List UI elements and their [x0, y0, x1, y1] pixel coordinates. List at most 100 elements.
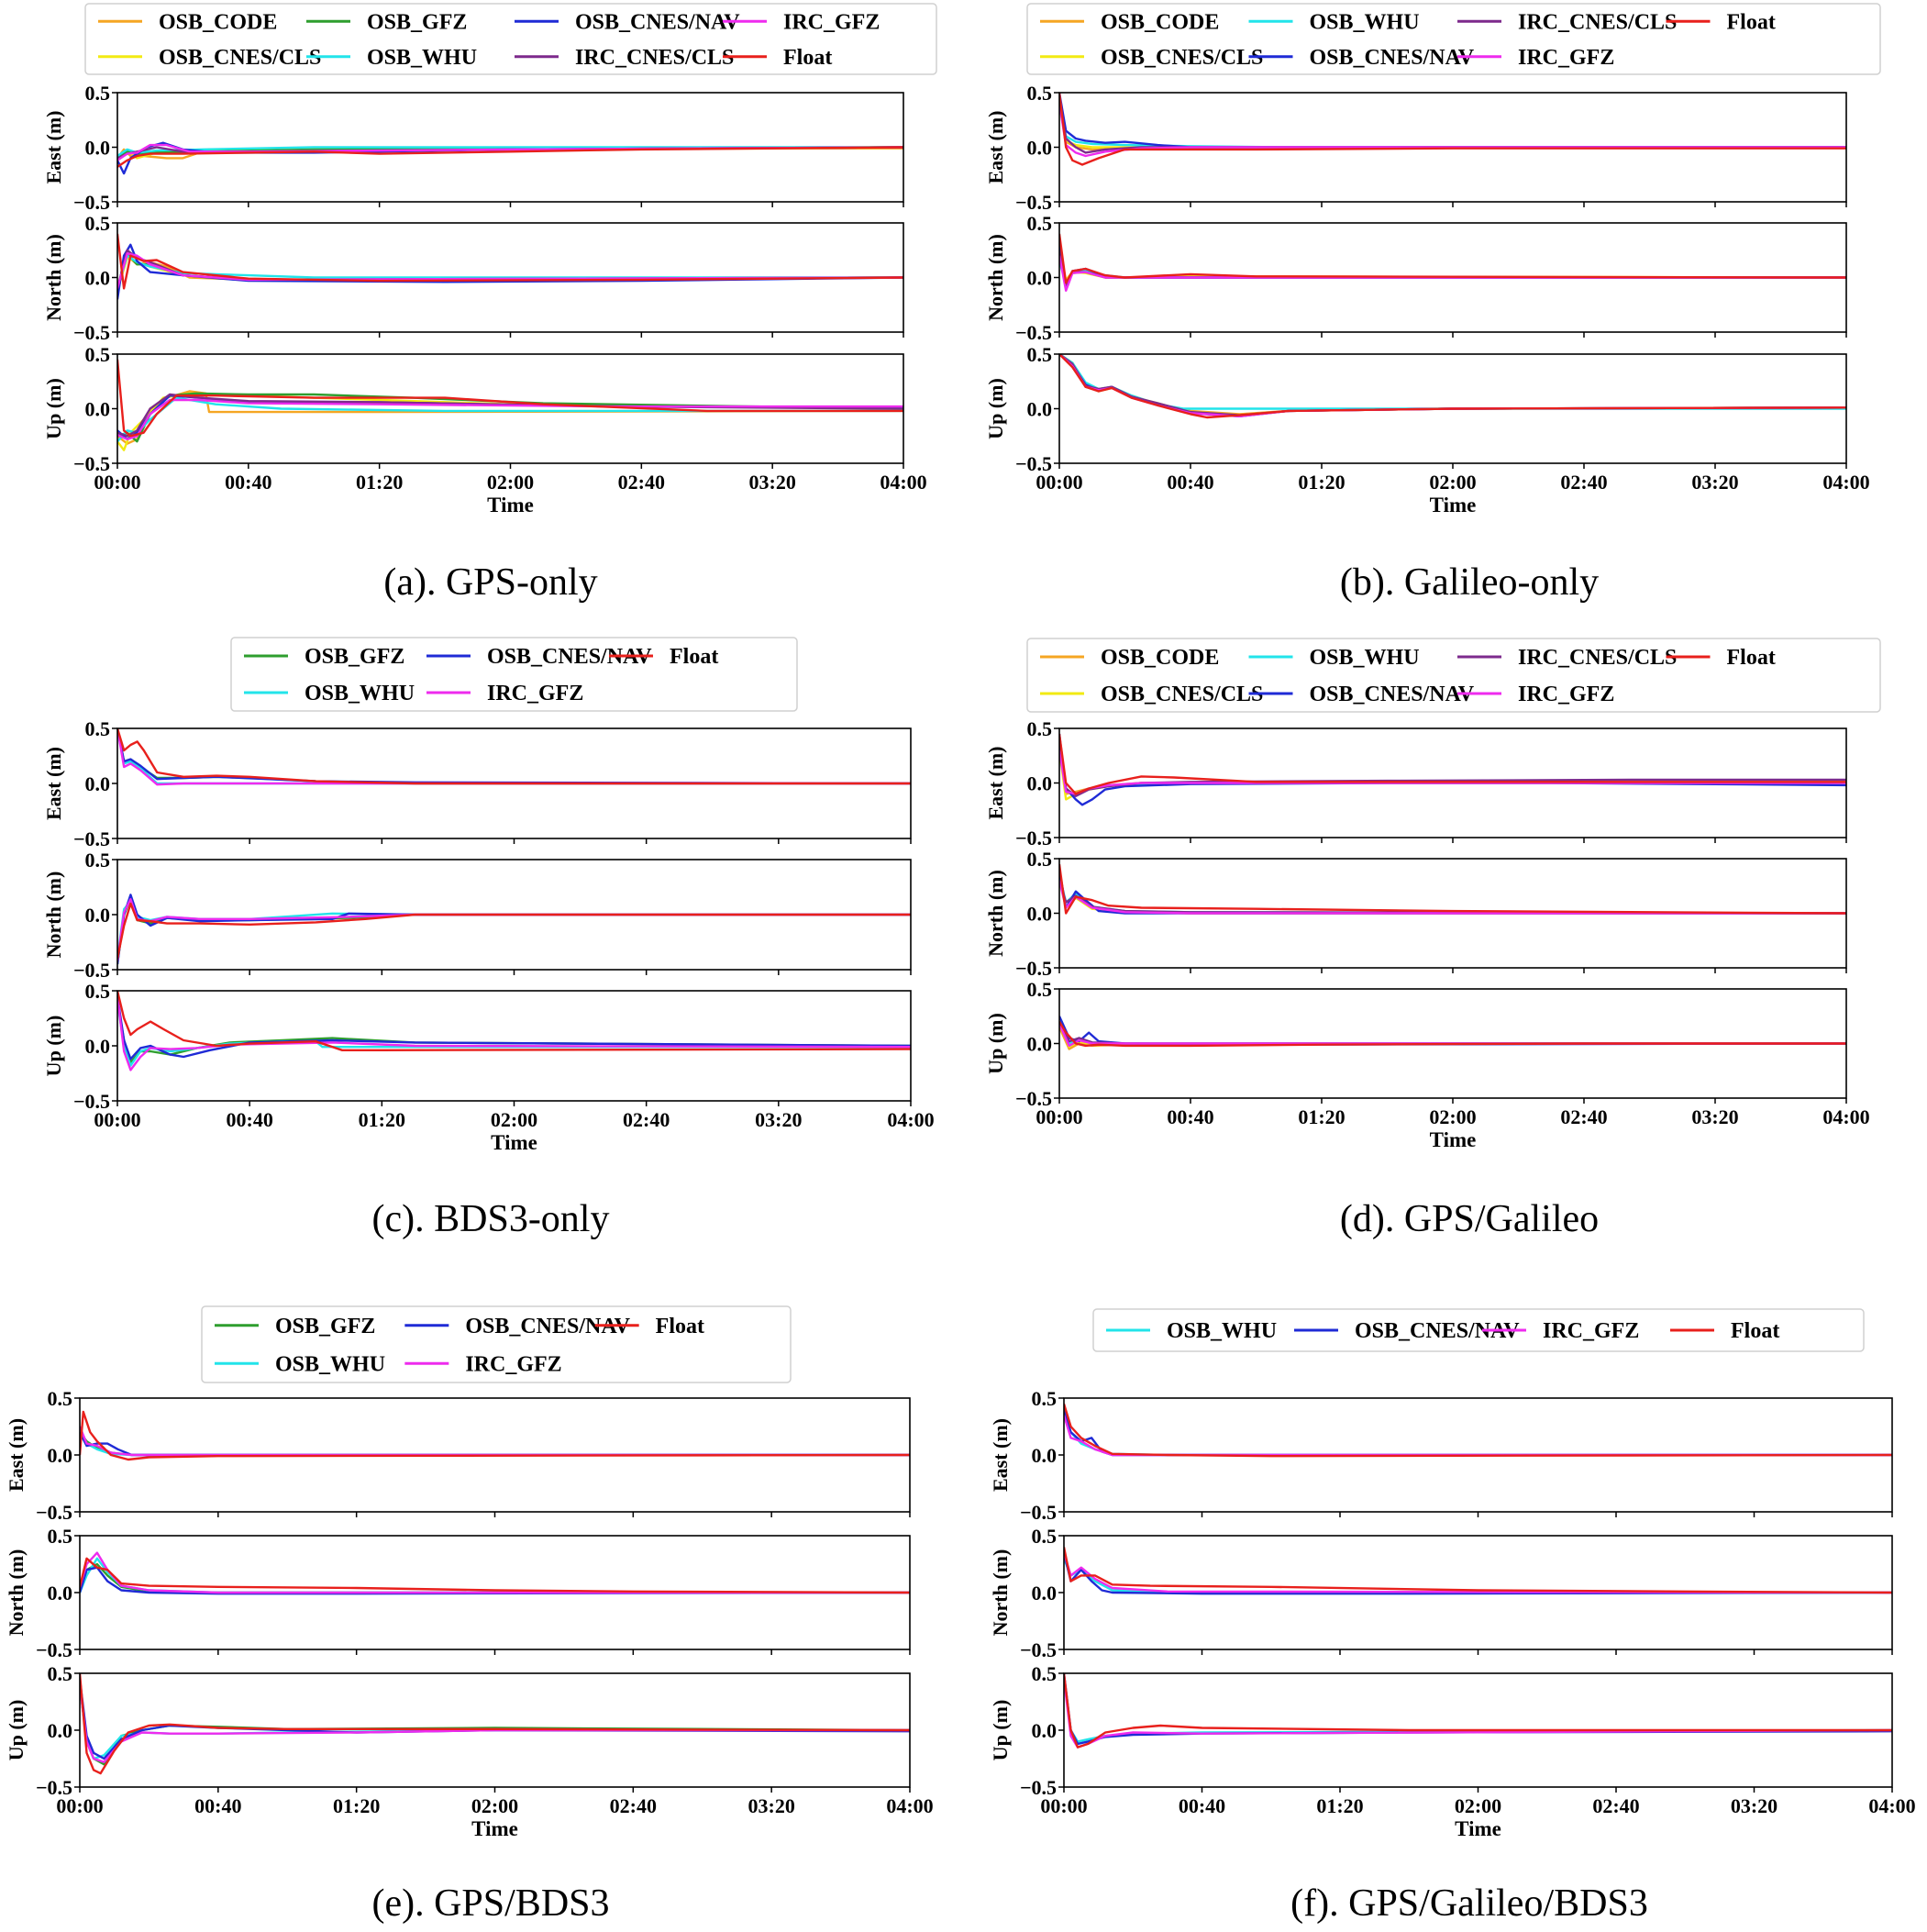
legend-label-osb-whu: OSB_WHU	[275, 1352, 385, 1376]
y-axis-label: Up (m)	[42, 1016, 65, 1077]
x-axis-label: Time	[1455, 1817, 1501, 1840]
x-tick-label: 04:00	[1822, 1105, 1869, 1128]
x-tick-label: 04:00	[887, 1108, 934, 1131]
y-tick-label: 0.0	[48, 1444, 73, 1467]
legend-label-irc-gfz: IRC_GFZ	[1518, 683, 1614, 706]
series-group	[1059, 1016, 1846, 1050]
x-tick-label: 01:20	[356, 471, 403, 494]
legend-label-float: Float	[783, 46, 832, 70]
legend-label-irc-cnes-cls: IRC_CNES/CLS	[1518, 646, 1677, 670]
y-tick-label: −0.5	[73, 191, 110, 214]
legend-label-float: Float	[1727, 646, 1776, 670]
y-axis-label: East (m)	[42, 747, 65, 820]
x-tick-label: 03:20	[1691, 1105, 1738, 1128]
series-line-osb-code	[1059, 354, 1846, 416]
x-tick-label: 01:20	[333, 1794, 380, 1817]
series-group	[117, 991, 911, 1071]
series-line-osb-gfz	[117, 252, 903, 289]
panel-caption: (e). GPS/BDS3	[371, 1882, 609, 1925]
x-tick-label: 02:40	[618, 471, 665, 494]
series-line-osb-code	[117, 390, 903, 445]
y-tick-label: 0.5	[85, 212, 111, 235]
series-line-osb-gfz	[117, 728, 911, 785]
series-line-osb-code	[117, 254, 903, 289]
x-tick-label: 00:40	[1179, 1794, 1225, 1817]
legend-label-irc-gfz: IRC_GFZ	[1543, 1319, 1639, 1343]
series-group	[1059, 733, 1846, 806]
x-tick-label: 00:00	[94, 471, 140, 494]
series-group	[1059, 863, 1846, 915]
y-tick-label: −0.5	[36, 1776, 72, 1799]
legend-label-osb-gfz: OSB_GFZ	[367, 10, 467, 34]
x-tick-label: 00:40	[1167, 471, 1213, 494]
x-tick-label: 04:00	[886, 1794, 933, 1817]
subplot-north-m: 0.5 0.0 −0.5 North (m)	[5, 1525, 911, 1661]
y-axis-label: East (m)	[5, 1418, 28, 1492]
series-line-osb-cnes-nav	[117, 995, 911, 1060]
y-tick-label: 0.0	[1027, 772, 1053, 795]
y-tick-label: 0.0	[1027, 267, 1053, 290]
series-line-irc-cnes-cls	[1059, 97, 1846, 154]
y-tick-label: 0.5	[1027, 343, 1053, 366]
series-line-osb-gfz	[80, 1562, 910, 1594]
subplot-north-m: 0.5 0.0 −0.5 North (m)	[42, 212, 904, 344]
y-tick-label: 0.5	[1027, 82, 1053, 105]
series-line-irc-cnes-cls	[117, 249, 903, 289]
legend-label-float: Float	[1727, 10, 1776, 34]
legend-label-osb-gfz: OSB_GFZ	[305, 645, 404, 669]
series-line-osb-cnes-nav	[1064, 1409, 1892, 1457]
series-line-float	[1059, 233, 1846, 284]
x-tick-label: 03:20	[748, 1794, 795, 1817]
legend: OSB_CODE OSB_CNES/CLS OSB_GFZ OSB_WHU OSB_CN…	[84, 3, 937, 75]
series-group	[117, 141, 903, 175]
legend-label-irc-cnes-cls: IRC_CNES/CLS	[1518, 10, 1677, 34]
series-line-irc-gfz	[117, 252, 903, 289]
y-tick-label: −0.5	[1020, 1776, 1057, 1799]
x-tick-label: 03:20	[755, 1108, 802, 1131]
series-line-float	[117, 728, 911, 785]
y-tick-label: −0.5	[1015, 827, 1052, 849]
y-tick-label: 0.0	[85, 904, 111, 927]
series-line-osb-cnes-cls	[1059, 354, 1846, 416]
y-tick-label: −0.5	[1015, 191, 1052, 214]
series-line-irc-gfz	[117, 898, 911, 961]
x-tick-label: 04:00	[880, 471, 926, 494]
y-tick-label: −0.5	[36, 1638, 72, 1661]
x-tick-label: 00:00	[1040, 1794, 1087, 1817]
series-group	[117, 728, 911, 786]
x-tick-label: 00:40	[194, 1794, 241, 1817]
series-line-float	[117, 359, 903, 438]
series-line-osb-cnes-cls	[1059, 749, 1846, 801]
legend: OSB_WHU OSB_CNES/NAV IRC_GFZ Float	[1092, 1308, 1865, 1352]
y-axis-label: East (m)	[984, 110, 1007, 183]
y-axis-label: North (m)	[42, 234, 65, 321]
y-tick-label: 0.5	[85, 980, 111, 1003]
x-axis-label: Time	[1430, 1128, 1477, 1151]
panel-b-galileo-only: OSB_CODE OSB_CNES/CLS OSB_WHU OSB_CNES/NAV I…	[984, 3, 1881, 604]
legend-frame	[230, 637, 798, 712]
series-line-irc-gfz	[1064, 1415, 1892, 1457]
series-group	[1064, 1403, 1892, 1458]
x-tick-label: 00:00	[94, 1108, 140, 1131]
series-line-float	[117, 233, 903, 290]
subplot-north-m: 0.5 0.0 −0.5 North (m)	[984, 848, 1847, 980]
x-tick-label: 02:40	[1560, 1105, 1607, 1128]
series-line-irc-gfz	[117, 995, 911, 1071]
series-line-float	[1064, 1403, 1892, 1458]
series-line-irc-gfz	[1059, 749, 1846, 795]
y-tick-label: 0.0	[1027, 903, 1053, 926]
series-line-float	[1059, 733, 1846, 795]
y-tick-label: 0.5	[1032, 1662, 1058, 1685]
legend-label-osb-whu: OSB_WHU	[1167, 1319, 1277, 1343]
x-axis-label: Time	[491, 1131, 537, 1154]
series-line-float	[117, 146, 903, 168]
series-line-osb-whu	[1059, 354, 1846, 410]
y-tick-label: 0.0	[1032, 1582, 1058, 1604]
legend-label-osb-code: OSB_CODE	[1101, 646, 1219, 670]
x-tick-label: 02:00	[491, 1108, 537, 1131]
y-tick-label: 0.5	[1027, 717, 1053, 740]
x-tick-label: 02:40	[623, 1108, 670, 1131]
legend-label-float: Float	[670, 645, 718, 669]
series-line-osb-cnes-nav	[80, 1431, 910, 1457]
